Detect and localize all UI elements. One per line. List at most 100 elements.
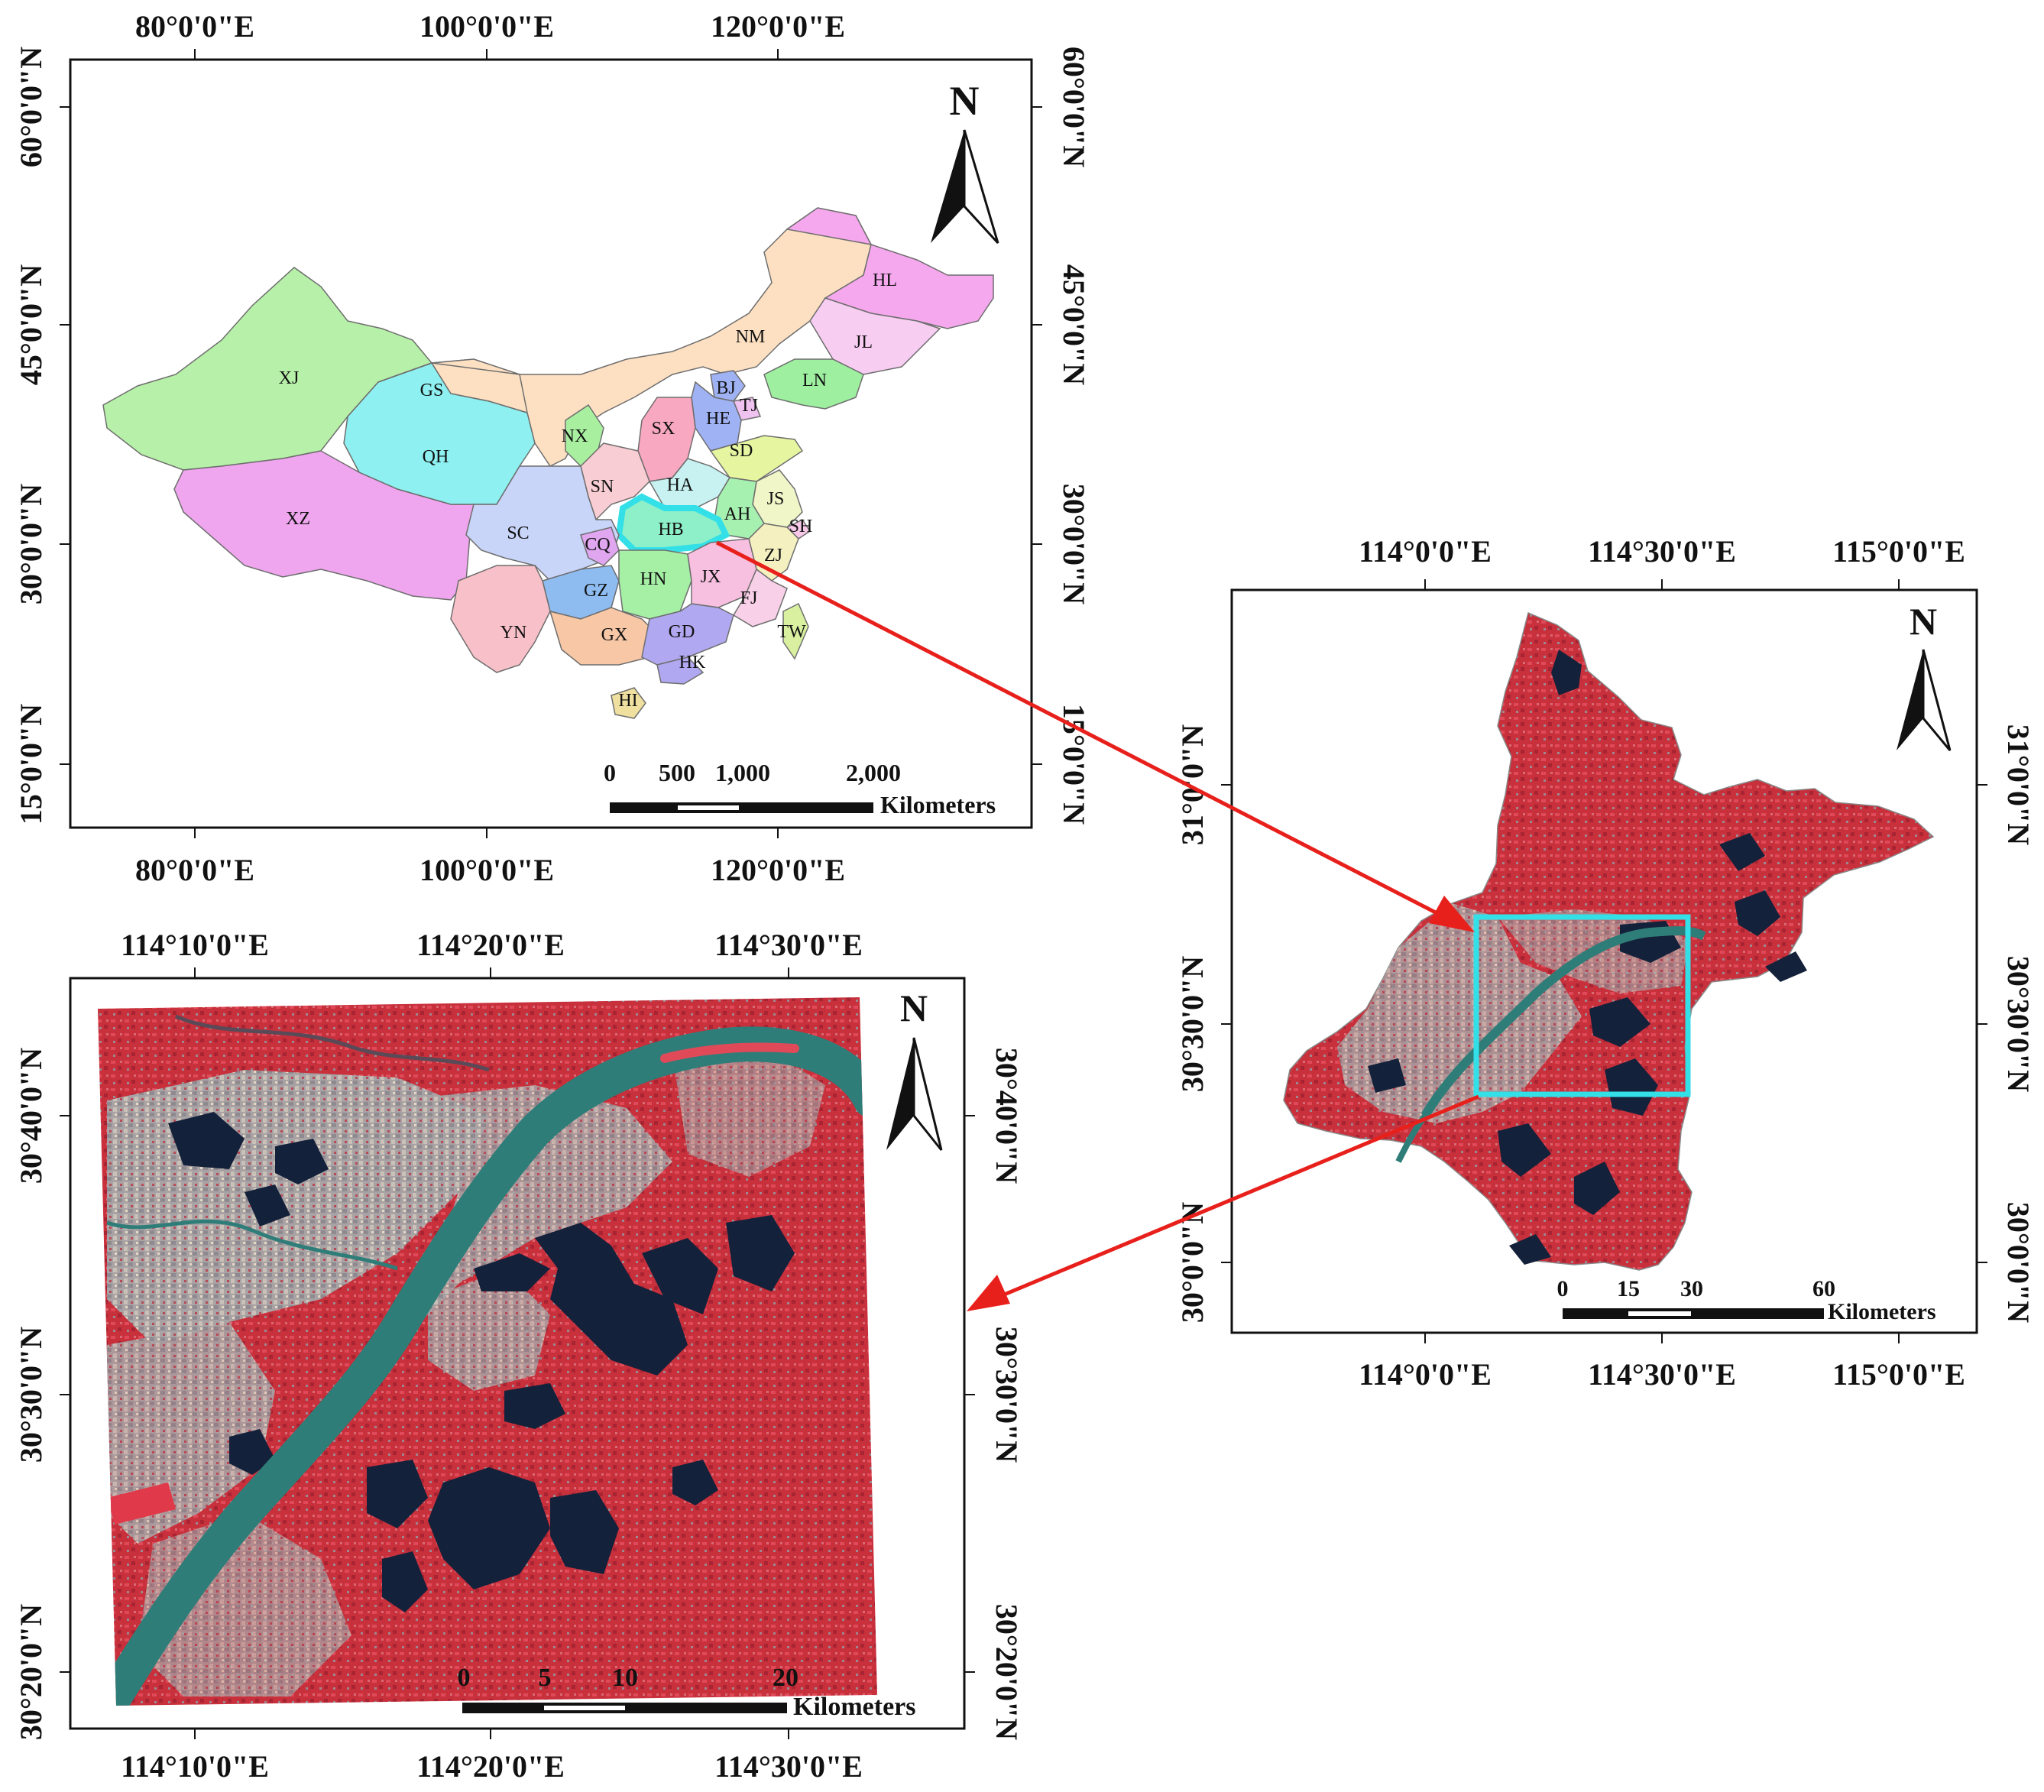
province-label-sc: SC <box>507 523 529 543</box>
detail-scale-tick: 20 <box>773 1664 798 1692</box>
wuhan-right-lat-label: 30°30'0"N <box>2001 956 2036 1092</box>
wuhan-top-lon-label: 115°0'0"E <box>1832 534 1965 569</box>
arrow-head-icon <box>1429 896 1475 932</box>
province-label-gz: GZ <box>584 581 608 601</box>
wuhan-bottom-lon-label: 114°30'0"E <box>1588 1357 1736 1392</box>
wuhan-bottom-lon-label: 114°0'0"E <box>1359 1357 1492 1392</box>
province-label-he: HE <box>706 409 730 429</box>
detail-left-lat-label: 30°40'0"N <box>14 1048 48 1184</box>
province-label-zj: ZJ <box>764 546 782 565</box>
province-fj <box>732 568 788 627</box>
province-gd <box>641 603 734 666</box>
china-scale-tick: 0 <box>604 759 616 786</box>
china-right-lat-label: 15°0'0"N <box>1057 704 1091 825</box>
china-map-ticks <box>60 49 1042 838</box>
china-bottom-lon-label: 100°0'0"E <box>419 853 554 887</box>
province-yn <box>450 565 551 673</box>
detail-right-lat-label: 30°40'0"N <box>990 1048 1024 1184</box>
detail-scale-bar <box>462 1703 787 1713</box>
province-label-gx: GX <box>601 625 628 645</box>
wuhan-scale-unit: Kilometers <box>1828 1299 1936 1324</box>
wuhan-right-lat-label: 31°0'0"N <box>2001 724 2036 845</box>
arrow-head-icon <box>967 1275 1010 1311</box>
arrow-china-to-wuhan <box>715 540 1453 923</box>
detail-right-lat-label: 30°20'0"N <box>990 1604 1024 1740</box>
wuhan-top-lon-label: 114°30'0"E <box>1588 534 1736 569</box>
china-scale-tick: 1,000 <box>715 759 770 786</box>
province-label-nx: NX <box>562 426 588 446</box>
province-bj <box>710 370 746 402</box>
wuhan-scale-bar <box>1563 1308 1824 1319</box>
wuhan-scale-tick: 15 <box>1617 1276 1640 1301</box>
china-province-polygons <box>102 207 994 719</box>
wuhan-map-ticks <box>1221 579 1987 1343</box>
province-hk <box>656 656 705 685</box>
china-left-lat-label: 15°0'0"N <box>14 704 48 825</box>
china-right-lat-label: 45°0'0"N <box>1057 264 1091 385</box>
detail-scale-tick: 0 <box>458 1664 471 1692</box>
wuhan-scale-tick: 0 <box>1557 1276 1569 1301</box>
province-label-qh: QH <box>423 447 449 467</box>
province-hi <box>611 687 646 719</box>
detail-map-ticks <box>60 967 975 1739</box>
china-scale-tick: 500 <box>659 759 695 786</box>
detail-top-lon-label: 114°20'0"E <box>416 928 565 962</box>
wuhan-left-lat-label: 31°0'0"N <box>1175 724 1210 845</box>
detail-north-label: N <box>900 987 928 1029</box>
province-label-hl: HL <box>873 271 897 290</box>
province-label-hn: HN <box>640 569 667 589</box>
province-label-sn: SN <box>591 477 614 497</box>
china-bottom-lon-label: 80°0'0"E <box>135 853 254 887</box>
china-north-arrow-icon <box>931 129 999 245</box>
province-sc <box>465 465 620 582</box>
province-label-yn: YN <box>500 623 527 643</box>
china-top-lon-label: 100°0'0"E <box>419 9 554 44</box>
province-label-ha: HA <box>667 475 694 495</box>
province-label-fj: FJ <box>740 588 758 608</box>
china-scale-bar <box>610 802 873 813</box>
detail-left-lat-label: 30°30'0"N <box>14 1327 48 1463</box>
detail-scale-tick: 5 <box>539 1664 552 1692</box>
china-top-lon-label: 120°0'0"E <box>711 9 845 44</box>
wuhan-map-panel: 114°0'0"E 114°30'0"E 115°0'0"E 114°0'0"E… <box>1175 534 2036 1392</box>
province-label-nm: NM <box>736 327 766 347</box>
province-hl <box>786 207 994 329</box>
china-top-lon-label: 80°0'0"E <box>135 9 254 44</box>
wuhan-scale-tick: 60 <box>1812 1276 1835 1301</box>
province-label-xj: XJ <box>279 368 300 388</box>
detail-left-lat-label: 30°20'0"N <box>14 1604 48 1740</box>
wuhan-top-lon-label: 114°0'0"E <box>1359 534 1492 569</box>
province-label-cq: CQ <box>585 535 610 555</box>
province-label-hk: HK <box>679 653 706 672</box>
china-left-lat-label: 30°0'0"N <box>14 484 48 604</box>
province-label-sd: SD <box>730 441 753 461</box>
province-label-bj: BJ <box>716 378 735 398</box>
wuhan-satellite-image <box>1283 611 1935 1271</box>
detail-top-lon-label: 114°10'0"E <box>121 928 269 962</box>
wuhan-north-arrow-icon <box>1897 649 1952 751</box>
province-tw <box>782 602 809 660</box>
china-map-panel: 80°0'0"E 100°0'0"E 120°0'0"E 80°0'0"E 10… <box>14 9 1091 887</box>
connector-arrows <box>715 540 1479 1311</box>
province-label-ln: LN <box>802 371 827 390</box>
china-scale-unit: Kilometers <box>880 791 996 818</box>
detail-right-lat-label: 30°30'0"N <box>990 1327 1024 1463</box>
detail-bottom-lon-label: 114°30'0"E <box>714 1749 863 1784</box>
wuhan-north-label: N <box>1910 600 1937 643</box>
province-label-tj: TJ <box>740 396 758 416</box>
detail-scale-unit: Kilometers <box>793 1693 916 1721</box>
province-label-jx: JX <box>701 567 721 587</box>
province-ln <box>763 358 864 410</box>
province-label-jl: JL <box>854 332 873 352</box>
province-cq <box>580 527 620 566</box>
province-label-tw: TW <box>777 622 806 642</box>
china-right-lat-label: 30°0'0"N <box>1057 484 1091 604</box>
province-label-js: JS <box>767 489 785 509</box>
province-label-xz: XZ <box>286 509 310 529</box>
province-label-gs: GS <box>420 381 444 400</box>
detail-scale-tick: 10 <box>612 1664 638 1692</box>
study-area-box <box>1473 914 1691 1097</box>
china-left-lat-label: 45°0'0"N <box>14 264 48 385</box>
